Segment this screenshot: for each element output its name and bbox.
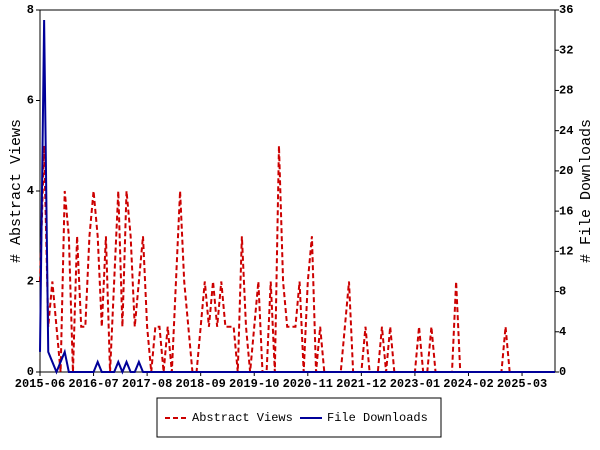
y2-tick-label: 36 — [559, 3, 573, 17]
legend-label: File Downloads — [327, 411, 428, 425]
y2-tick-label: 24 — [559, 124, 573, 138]
legend-label: Abstract Views — [192, 411, 293, 425]
y-tick-label: 8 — [27, 3, 34, 17]
x-tick-label: 2021-12 — [336, 377, 386, 391]
y2-tick-label: 28 — [559, 84, 573, 98]
y2-tick-label: 0 — [559, 365, 566, 379]
x-tick-label: 2020-11 — [283, 377, 333, 391]
y2-tick-label: 32 — [559, 43, 573, 57]
y2-axis-label: # File Downloads — [578, 119, 595, 263]
data-line — [39, 145, 555, 373]
y-tick-label: 4 — [27, 184, 34, 198]
y-tick-label: 2 — [27, 275, 34, 289]
legend — [156, 397, 442, 438]
x-tick-label: 2018-09 — [175, 377, 225, 391]
y-tick-label: 0 — [27, 365, 34, 379]
x-tick-label: 2025-03 — [497, 377, 547, 391]
data-line — [39, 20, 555, 375]
y2-tick-label: 12 — [559, 245, 573, 259]
plot-frame — [39, 9, 556, 373]
y2-tick-label: 20 — [559, 164, 573, 178]
y2-tick-label: 16 — [559, 204, 573, 218]
y-tick-label: 6 — [27, 94, 34, 108]
y2-tick-label: 8 — [559, 285, 566, 299]
y2-tick-label: 4 — [559, 325, 566, 339]
x-tick-label: 2023-01 — [390, 377, 440, 391]
x-tick-label: 2015-06 — [15, 377, 65, 391]
y-axis-label: # Abstract Views — [8, 119, 25, 263]
x-tick-label: 2016-07 — [68, 377, 118, 391]
x-tick-label: 2019-10 — [229, 377, 279, 391]
x-tick-label: 2017-08 — [122, 377, 172, 391]
x-tick-label: 2024-02 — [443, 377, 493, 391]
